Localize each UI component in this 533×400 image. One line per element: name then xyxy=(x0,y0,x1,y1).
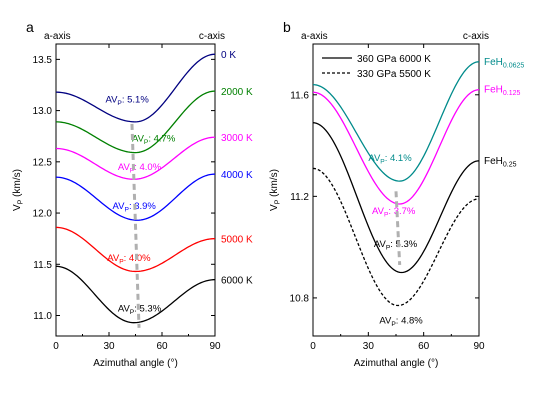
y-tick-label: 11.2 xyxy=(290,192,309,203)
x-axis-title: Azimuthal angle (°) xyxy=(354,358,439,369)
series-line xyxy=(312,61,480,182)
x-tick-label: 90 xyxy=(209,341,221,352)
y-tick-label: 11.0 xyxy=(33,311,52,322)
x-axis-title: Azimuthal angle (°) xyxy=(93,358,178,369)
panel-letter: a xyxy=(26,19,34,35)
series-label: 0 K xyxy=(221,50,236,61)
x-tick-label: 60 xyxy=(418,341,430,352)
y-tick-label: 12.0 xyxy=(33,209,53,220)
top-right-axis-label: c-axis xyxy=(199,31,225,42)
series-label: FeH0.125 xyxy=(484,85,521,98)
anisotropy-annotation: AVP: 4.1% xyxy=(368,153,412,166)
series-label: 3000 K xyxy=(221,133,253,144)
anisotropy-annotation: AVP: 4.0% xyxy=(107,253,151,266)
top-left-axis-label: a-axis xyxy=(301,31,328,42)
anisotropy-annotation: AVP: 4.0% xyxy=(118,162,162,175)
panel-a: a a-axis c-axis 0 30 60 90 11.0 11.5 12.0 12.5 13.0… xyxy=(12,19,253,369)
legend-label: 330 GPa 5500 K xyxy=(357,69,431,80)
trend-line xyxy=(130,123,141,328)
series-line xyxy=(55,53,216,123)
x-tick-label: 30 xyxy=(103,341,115,352)
panel-letter: b xyxy=(283,19,291,35)
series-label: 4000 K xyxy=(221,170,253,181)
anisotropy-annotation: AVP: 3.7% xyxy=(372,206,416,219)
series-line xyxy=(55,226,216,273)
y-tick-label: 10.8 xyxy=(290,293,310,304)
series-label: FeH0.0625 xyxy=(484,57,524,70)
plot-frame xyxy=(55,43,216,337)
x-tick-label: 0 xyxy=(310,341,316,352)
y-tick-label: 11.6 xyxy=(290,90,309,101)
anisotropy-annotation: AVP: 5.1% xyxy=(105,94,149,107)
series-line xyxy=(312,122,480,274)
x-tick-label: 0 xyxy=(53,341,59,352)
x-tick-label: 90 xyxy=(473,341,485,352)
series-label: FeH0.25 xyxy=(484,156,517,169)
series-line xyxy=(55,173,216,221)
series-label: 5000 K xyxy=(221,235,253,246)
anisotropy-annotation: AVP: 3.9% xyxy=(113,201,157,214)
series-line xyxy=(55,265,216,324)
trend-line xyxy=(394,191,402,265)
top-right-axis-label: c-axis xyxy=(463,31,489,42)
y-tick-label: 11.5 xyxy=(33,260,52,271)
anisotropy-annotation: AVP: 4.7% xyxy=(132,133,176,146)
legend-label: 360 GPa 6000 K xyxy=(357,54,431,65)
y-tick-label: 13.0 xyxy=(33,106,53,117)
x-tick-label: 30 xyxy=(363,341,375,352)
anisotropy-annotation: AVP: 4.8% xyxy=(379,315,423,328)
y-tick-label: 12.5 xyxy=(33,157,53,168)
y-tick-label: 13.5 xyxy=(33,55,53,66)
series-label: 2000 K xyxy=(221,87,253,98)
panel-b: b a-axis c-axis 0 30 60 90 10.8 11.2 11.6 Azimutha… xyxy=(269,19,524,369)
series-line xyxy=(55,136,216,180)
top-left-axis-label: a-axis xyxy=(44,31,71,42)
y-axis-title: VP (km/s) xyxy=(12,169,25,211)
anisotropy-annotation: AVP: 5.3% xyxy=(374,239,418,252)
series-line xyxy=(55,90,216,154)
y-axis-title: VP (km/s) xyxy=(269,169,282,211)
anisotropy-annotation: AVP: 5.3% xyxy=(118,303,162,316)
x-tick-label: 60 xyxy=(156,341,168,352)
series-label: 6000 K xyxy=(221,276,253,287)
series-line xyxy=(312,167,480,307)
